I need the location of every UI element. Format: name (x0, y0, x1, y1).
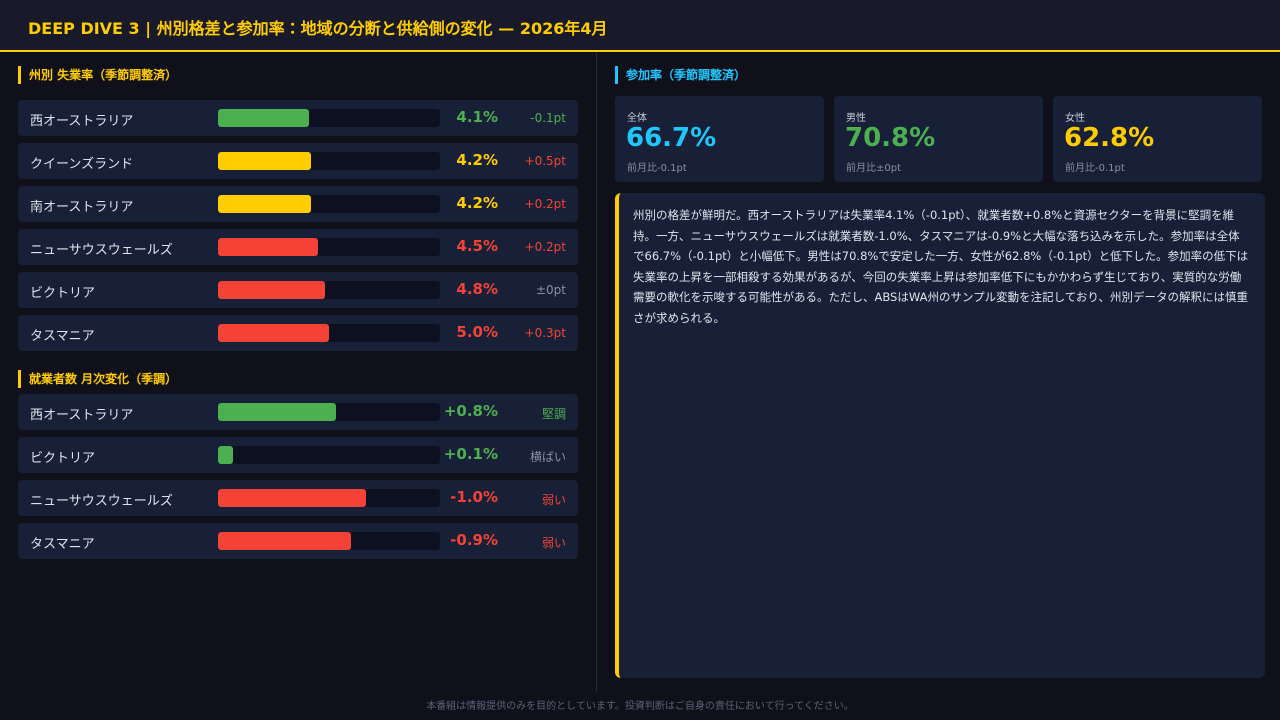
change-label: +0.5pt (524, 154, 566, 168)
row-name: ビクトリア (30, 451, 96, 466)
row: タスマニア 5.0% +0.3pt (18, 315, 578, 351)
value-label: +0.1% (443, 445, 498, 463)
bar-track (218, 324, 440, 342)
change-label: 堅調 (541, 407, 566, 421)
value-label: 4.1% (456, 108, 498, 126)
change-label: +0.2pt (524, 197, 566, 211)
row-name: クイーンズランド (30, 157, 134, 172)
divider (596, 52, 597, 692)
bar-track (218, 152, 440, 170)
value-label: +0.8% (443, 402, 498, 420)
value-label: -1.0% (450, 488, 498, 506)
bar (218, 195, 312, 213)
value-label: 4.5% (456, 237, 498, 255)
stat-card: 男性 70.8% 前月比±0pt (834, 96, 1043, 182)
bar-track (218, 238, 440, 256)
bar-track (218, 195, 440, 213)
row-name: ニューサウスウェールズ (30, 243, 173, 258)
bar (218, 489, 366, 507)
value-label: 4.8% (456, 280, 498, 298)
bar (218, 152, 312, 170)
header: DEEP DIVE 3 | 州別格差と参加率：地域の分断と供給側の変化 — 20… (0, 0, 1280, 52)
value-label: 4.2% (456, 151, 498, 169)
bar-track (218, 532, 440, 550)
card-label: 女性 (1065, 113, 1085, 124)
row: 西オーストラリア 4.1% -0.1pt (18, 100, 578, 136)
bar-track (218, 281, 440, 299)
stat-card: 女性 62.8% 前月比-0.1pt (1053, 96, 1262, 182)
bar (218, 281, 325, 299)
disclaimer: 本番組は情報提供のみを目的としています。投資判断はご自身の責任において行ってくだ… (426, 701, 854, 712)
value-label: 5.0% (456, 323, 498, 341)
change-label: ±0pt (535, 283, 566, 297)
row-name: ビクトリア (30, 286, 96, 301)
bar-track (218, 489, 440, 507)
bar-track (218, 403, 440, 421)
row: ビクトリア 4.8% ±0pt (18, 272, 578, 308)
row: ビクトリア +0.1% 横ばい (18, 437, 578, 473)
bar (218, 324, 329, 342)
bar (218, 532, 352, 550)
bar (218, 403, 337, 421)
row: ニューサウスウェールズ 4.5% +0.2pt (18, 229, 578, 265)
section-title: 参加率（季節調整済） (615, 66, 746, 84)
bar (218, 109, 310, 127)
row-name: 南オーストラリア (30, 200, 134, 215)
section-title: 就業者数 月次変化（季調） (18, 370, 177, 388)
card-sub: 前月比-0.1pt (627, 163, 687, 174)
section-title: 州別 失業率（季節調整済） (18, 66, 177, 84)
header-title: DEEP DIVE 3 | 州別格差と参加率：地域の分断と供給側の変化 — 20… (28, 19, 608, 38)
value-label: -0.9% (450, 531, 498, 549)
value-label: 4.2% (456, 194, 498, 212)
card-sub: 前月比-0.1pt (1065, 163, 1125, 174)
row: 南オーストラリア 4.2% +0.2pt (18, 186, 578, 222)
change-label: +0.3pt (524, 326, 566, 340)
row-name: 西オーストラリア (30, 114, 134, 129)
row: 西オーストラリア +0.8% 堅調 (18, 394, 578, 430)
commentary: 州別の格差が鮮明だ。西オーストラリアは失業率4.1%（-0.1pt）、就業者数+… (633, 208, 1249, 325)
change-label: 弱い (541, 536, 566, 550)
card-value: 66.7% (626, 123, 717, 153)
row: クイーンズランド 4.2% +0.5pt (18, 143, 578, 179)
bar-track (218, 109, 440, 127)
row: ニューサウスウェールズ -1.0% 弱い (18, 480, 578, 516)
row: タスマニア -0.9% 弱い (18, 523, 578, 559)
card-value: 62.8% (1064, 123, 1155, 153)
card-sub: 前月比±0pt (846, 163, 902, 174)
change-label: 弱い (541, 493, 566, 507)
bar (218, 446, 233, 464)
card-label: 男性 (846, 113, 866, 124)
row-name: タスマニア (30, 537, 95, 552)
row-name: ニューサウスウェールズ (30, 494, 173, 509)
change-label: -0.1pt (530, 111, 566, 125)
card-value: 70.8% (845, 123, 936, 153)
card-label: 全体 (627, 113, 647, 124)
bar-track (218, 446, 440, 464)
row-name: 西オーストラリア (30, 408, 134, 423)
row-name: タスマニア (30, 329, 95, 344)
change-label: 横ばい (529, 450, 566, 464)
stat-card: 全体 66.7% 前月比-0.1pt (615, 96, 824, 182)
change-label: +0.2pt (524, 240, 566, 254)
commentary-box: 州別の格差が鮮明だ。西オーストラリアは失業率4.1%（-0.1pt）、就業者数+… (615, 193, 1265, 678)
bar (218, 238, 318, 256)
